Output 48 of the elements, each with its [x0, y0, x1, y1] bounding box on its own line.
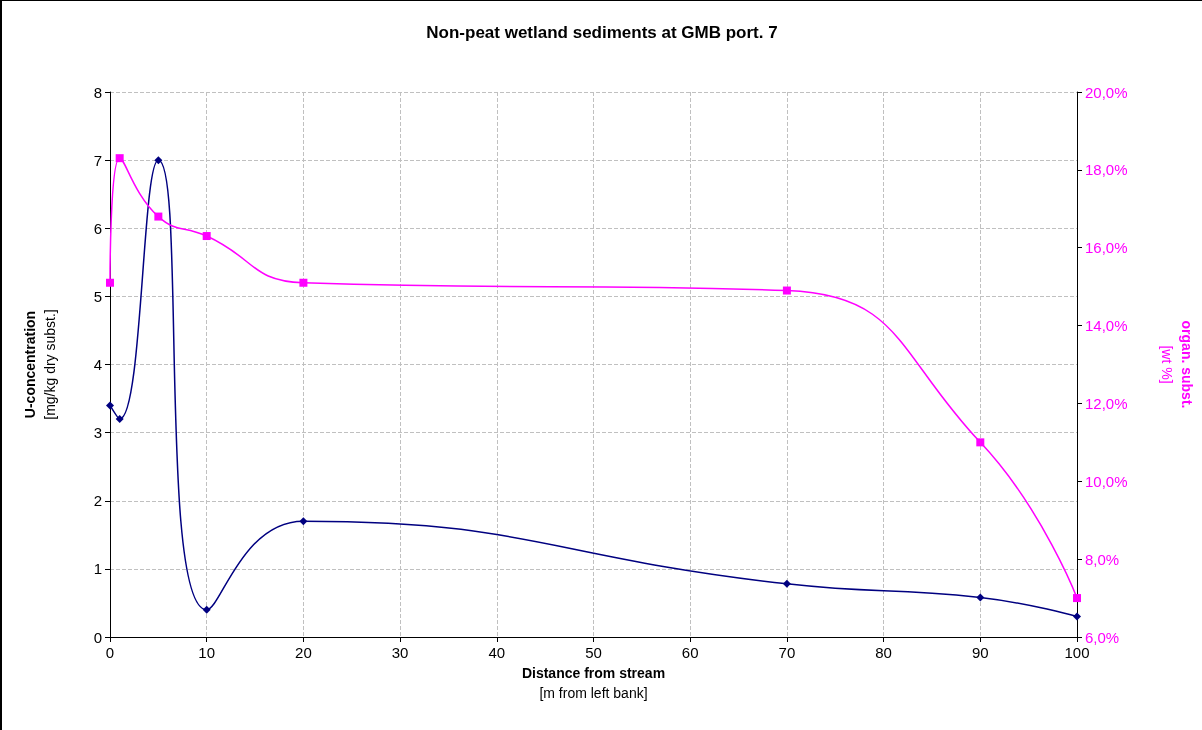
- point: [115, 415, 124, 423]
- y2-tick-label: 8,0%: [1085, 550, 1120, 568]
- y-tick-label: 2: [93, 492, 102, 510]
- y-tick-label: 1: [93, 560, 102, 578]
- y-tick-label: 7: [93, 151, 102, 169]
- y-tick-label: 3: [93, 424, 102, 442]
- x-tick-label: 90: [971, 644, 989, 661]
- y-tick-label: 5: [93, 287, 102, 305]
- x-tick-label: 10: [198, 644, 216, 661]
- y2-axis-title: organ. subst. [wt %]: [1159, 320, 1195, 409]
- point: [976, 438, 985, 447]
- point: [106, 278, 114, 287]
- x-tick-label: 60: [681, 644, 699, 661]
- x-tick-label: 70: [778, 644, 796, 661]
- x-tick-label: 0: [105, 644, 115, 661]
- point: [1073, 594, 1081, 603]
- point: [976, 593, 985, 602]
- point: [154, 156, 163, 165]
- point: [202, 232, 211, 241]
- y2-tick-label: 20,0%: [1085, 83, 1128, 101]
- point: [782, 286, 791, 295]
- y2-tick-label: 6,0%: [1085, 628, 1120, 646]
- y2-tick-label: 12,0%: [1085, 394, 1128, 412]
- x-tick-label: 30: [391, 644, 409, 661]
- x-tick-label: 20: [295, 644, 312, 661]
- point: [106, 401, 114, 410]
- y-tick-label: 6: [93, 219, 102, 237]
- x-tick-label: 80: [875, 644, 892, 661]
- x-tick-label: 50: [585, 644, 602, 661]
- y-tick-label: 0: [93, 628, 102, 646]
- y2-tick-label: 16,0%: [1085, 239, 1128, 257]
- y2-tick-label: 18,0%: [1085, 161, 1128, 179]
- point: [202, 605, 211, 614]
- y-axis-title: U-concentration [mg/kg dry subst.]: [22, 309, 58, 420]
- x-tick-label: 100: [1064, 644, 1090, 661]
- point: [115, 154, 124, 163]
- x-tick-label: 40: [488, 644, 506, 661]
- y-tick-label: 4: [93, 356, 102, 373]
- point: [299, 517, 308, 526]
- y2-tick-label: 14,0%: [1085, 317, 1128, 335]
- point: [154, 212, 163, 221]
- point: [299, 278, 308, 287]
- x-axis-title: Distance from stream [m from left bank]: [521, 665, 666, 701]
- point: [782, 579, 791, 588]
- y-tick-label: 8: [93, 83, 102, 101]
- chart-title: Non-peat wetland sediments at GMB port. 7: [426, 23, 778, 42]
- point: [1073, 612, 1081, 621]
- y2-tick-label: 10,0%: [1085, 472, 1128, 490]
